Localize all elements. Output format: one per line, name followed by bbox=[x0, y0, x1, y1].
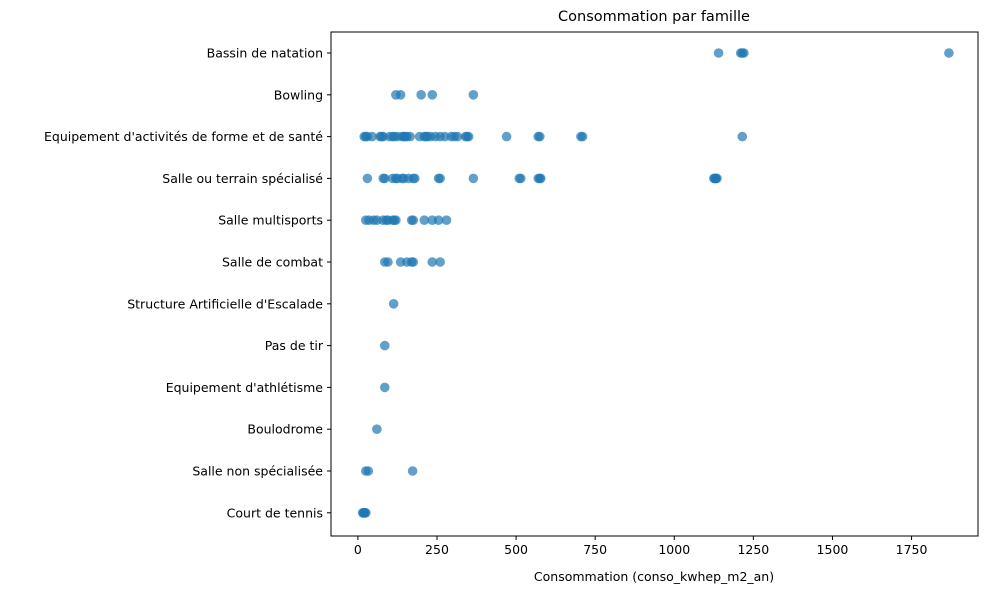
data-point bbox=[408, 215, 419, 225]
data-point bbox=[501, 131, 512, 142]
x-tick-label: 1750 bbox=[896, 542, 928, 557]
y-axis: Bassin de natation Bowling Equipement d'ac… bbox=[44, 46, 331, 520]
data-point bbox=[372, 424, 382, 435]
y-tick-label: Salle de combat bbox=[222, 255, 323, 270]
data-point bbox=[427, 90, 438, 100]
data-point bbox=[468, 173, 479, 184]
data-point bbox=[379, 173, 390, 184]
x-tick-label: 500 bbox=[504, 542, 528, 557]
data-point bbox=[427, 257, 438, 267]
data-point bbox=[363, 466, 374, 476]
data-point bbox=[944, 48, 954, 58]
x-tick-label: 1500 bbox=[817, 542, 849, 557]
data-point bbox=[468, 90, 479, 100]
y-tick-label: Court de tennis bbox=[227, 505, 323, 520]
data-point bbox=[383, 257, 393, 267]
chart-title: Consommation par famille bbox=[558, 9, 750, 25]
y-tick-label: Salle multisports bbox=[218, 213, 323, 228]
y-tick-label: Pas de tir bbox=[265, 338, 324, 353]
x-tick-label: 250 bbox=[425, 542, 449, 557]
data-point bbox=[737, 131, 748, 142]
y-tick-label: Salle non spécialisée bbox=[192, 464, 323, 479]
data-point bbox=[435, 173, 445, 184]
data-point bbox=[362, 173, 373, 184]
y-tick-label: Structure Artificielle d'Escalade bbox=[127, 296, 323, 311]
x-tick-label: 1000 bbox=[658, 542, 690, 557]
data-point bbox=[361, 508, 371, 518]
plot-area-frame bbox=[330, 31, 979, 537]
data-point bbox=[395, 90, 406, 100]
data-point bbox=[441, 215, 452, 225]
data-point bbox=[419, 215, 430, 225]
x-axis: 0 250 500 750 1000 1250 1500 1750 bbox=[354, 536, 928, 557]
data-point bbox=[452, 131, 463, 142]
data-point bbox=[433, 215, 444, 225]
points-layer bbox=[357, 48, 954, 518]
x-axis-label: Consommation (conso_kwhep_m2_an) bbox=[534, 569, 774, 584]
data-point bbox=[410, 173, 420, 184]
data-point bbox=[577, 131, 588, 142]
y-tick-label: Boulodrome bbox=[247, 422, 323, 437]
data-point bbox=[407, 466, 418, 476]
data-point bbox=[712, 173, 722, 184]
data-point bbox=[367, 131, 377, 142]
data-point bbox=[535, 131, 545, 142]
x-tick-label: 1250 bbox=[737, 542, 769, 557]
y-tick-label: Equipement d'athlétisme bbox=[166, 380, 324, 395]
data-point bbox=[416, 90, 426, 100]
data-point bbox=[391, 215, 401, 225]
data-point bbox=[739, 48, 749, 58]
data-point bbox=[463, 131, 474, 142]
x-tick-label: 0 bbox=[354, 542, 362, 557]
x-tick-label: 750 bbox=[583, 542, 607, 557]
y-tick-label: Equipement d'activités de forme et de sa… bbox=[44, 129, 323, 144]
data-point bbox=[408, 257, 419, 267]
data-point bbox=[405, 131, 415, 142]
data-point bbox=[388, 299, 399, 309]
y-tick-label: Bassin de natation bbox=[207, 46, 323, 61]
data-point bbox=[516, 173, 526, 184]
data-point bbox=[379, 340, 390, 351]
data-point bbox=[535, 173, 546, 184]
data-point bbox=[379, 382, 390, 393]
data-point bbox=[435, 257, 445, 267]
y-tick-label: Bowling bbox=[274, 87, 323, 102]
y-tick-label: Salle ou terrain spécialisé bbox=[162, 171, 323, 186]
data-point bbox=[713, 48, 724, 58]
